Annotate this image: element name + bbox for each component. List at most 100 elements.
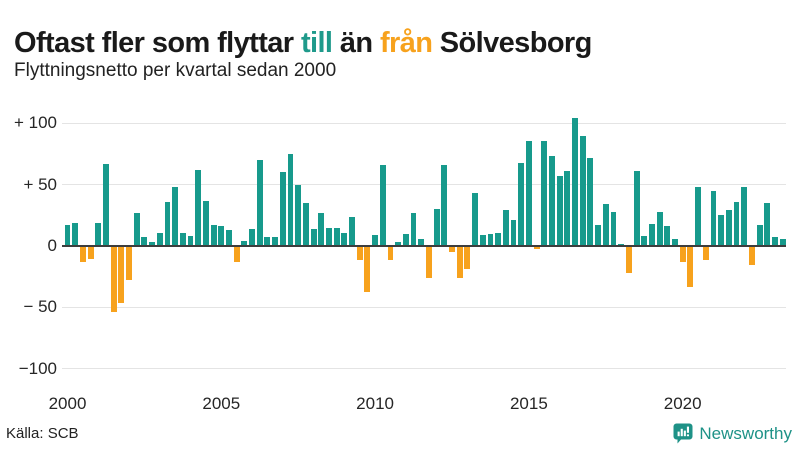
quarter-bar	[525, 140, 532, 246]
quarter-bar	[279, 172, 286, 246]
quarter-bar	[395, 242, 402, 246]
quarter-bar	[379, 165, 386, 246]
quarter-bar	[64, 225, 71, 246]
x-axis-tick-label: 2015	[509, 394, 548, 413]
quarter-bar	[126, 247, 132, 281]
newsworthy-speech-bubble-chart-icon	[673, 423, 693, 444]
quarter-bar	[202, 200, 209, 246]
quarter-bar	[256, 160, 263, 246]
quarter-bar	[410, 212, 417, 246]
quarter-bar	[502, 210, 509, 246]
quarter-bar	[687, 247, 694, 288]
quarter-bar	[433, 209, 440, 246]
quarter-bar	[572, 118, 578, 246]
zero-axis-line	[62, 245, 786, 247]
source-note: Källa: SCB	[6, 425, 79, 442]
y-axis-tick-label: + 50	[23, 174, 57, 194]
quarter-bar	[710, 190, 717, 246]
title-segment: än	[332, 27, 380, 60]
quarter-bar	[402, 233, 409, 246]
title-segment: Sölvesborg	[432, 27, 593, 60]
quarter-bar	[387, 247, 394, 261]
quarter-bar	[556, 176, 563, 246]
quarter-bar	[249, 228, 255, 246]
quarter-bar	[318, 212, 325, 246]
quarter-bar	[772, 237, 778, 246]
x-axis-tick-label: 2000	[48, 394, 87, 413]
quarter-bar	[472, 193, 478, 246]
quarter-bar	[141, 237, 148, 246]
quarter-bar	[695, 187, 702, 246]
quarter-bar	[564, 171, 571, 246]
quarter-bar	[664, 226, 671, 246]
quarter-bar	[356, 247, 363, 261]
quarter-bar	[310, 228, 317, 246]
quarter-bar	[602, 204, 609, 246]
y-axis-tick-label: + 100	[13, 113, 57, 133]
quarter-bar	[741, 187, 748, 246]
title-segment: från	[379, 27, 433, 60]
quarter-bar	[595, 225, 602, 246]
quarter-bar	[648, 223, 655, 246]
quarter-bar	[95, 222, 102, 246]
quarter-bar	[149, 242, 156, 246]
gridline	[62, 183, 786, 186]
quarter-bar	[725, 210, 732, 246]
quarter-bar	[326, 227, 332, 246]
quarter-bar	[625, 247, 632, 273]
quarter-bar	[295, 184, 302, 246]
quarter-bar	[110, 247, 117, 312]
quarter-bar	[464, 247, 471, 270]
quarter-bar	[179, 232, 186, 246]
quarter-bar	[779, 238, 786, 246]
quarter-bar	[72, 222, 79, 246]
quarter-bar	[164, 201, 171, 246]
gridline	[62, 306, 786, 309]
quarter-bar	[372, 234, 379, 246]
quarter-bar	[579, 135, 586, 246]
quarter-bar	[333, 227, 340, 246]
quarter-bar	[226, 230, 232, 246]
quarter-bar	[349, 216, 355, 246]
quarter-bar	[187, 236, 194, 246]
quarter-bar	[272, 237, 279, 246]
quarter-bar	[702, 247, 709, 261]
gridline	[62, 122, 786, 125]
quarter-bar	[364, 247, 371, 293]
quarter-bar	[764, 203, 771, 246]
gridline	[62, 367, 786, 370]
quarter-bar	[103, 163, 109, 246]
quarter-bar	[479, 234, 486, 246]
quarter-bar	[156, 232, 163, 246]
quarter-bar	[495, 232, 502, 246]
quarter-bar	[449, 247, 455, 252]
chart-subtitle: Flyttningsnetto per kvartal sedan 2000	[14, 60, 337, 81]
title-segment: till	[300, 27, 333, 60]
quarter-bar	[195, 169, 202, 246]
quarter-bar	[610, 211, 617, 246]
quarter-bar	[79, 247, 86, 262]
quarter-bar	[87, 247, 94, 260]
quarter-bar	[241, 241, 248, 246]
quarter-bar	[487, 233, 494, 246]
quarter-bar	[425, 247, 432, 278]
quarter-bar	[210, 225, 217, 246]
quarter-bar	[618, 243, 625, 246]
x-axis-tick-label: 2020	[663, 394, 702, 413]
quarter-bar	[748, 247, 755, 266]
quarter-bar	[756, 225, 763, 246]
quarter-bar	[587, 157, 594, 246]
quarter-bar	[118, 247, 125, 304]
quarter-bar	[541, 140, 548, 246]
quarter-bar	[287, 154, 294, 246]
y-axis-tick-label: 0	[47, 236, 57, 255]
quarter-bar	[733, 201, 740, 246]
newsworthy-logo-text: Newsworthy	[699, 423, 792, 443]
quarter-bar	[656, 211, 663, 246]
quarter-bar	[133, 212, 140, 246]
chart-title: Oftast fler som flyttar till än från Söl…	[14, 25, 794, 61]
quarter-bar	[549, 156, 555, 246]
quarter-bar	[456, 247, 463, 278]
quarter-bar	[302, 203, 309, 246]
